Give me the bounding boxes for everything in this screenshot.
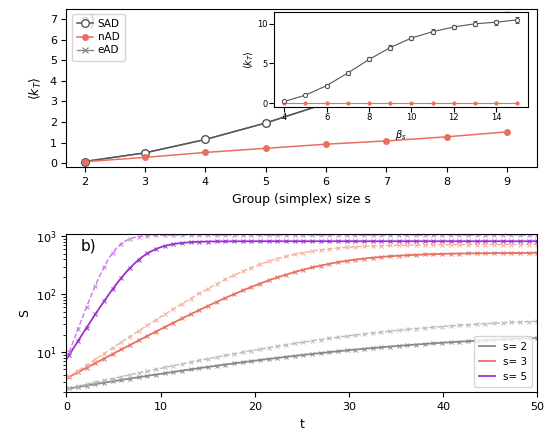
Text: a): a) <box>81 14 96 28</box>
Legend: SAD, nAD, eAD: SAD, nAD, eAD <box>71 14 125 61</box>
Legend: s= 2, s= 3, s= 5: s= 2, s= 3, s= 5 <box>474 336 532 387</box>
Y-axis label: S: S <box>18 309 30 317</box>
Text: b): b) <box>81 238 96 254</box>
Y-axis label: $\langle k_T \rangle$: $\langle k_T \rangle$ <box>28 76 44 100</box>
X-axis label: t: t <box>300 418 304 431</box>
X-axis label: Group (simplex) size s: Group (simplex) size s <box>233 193 371 205</box>
